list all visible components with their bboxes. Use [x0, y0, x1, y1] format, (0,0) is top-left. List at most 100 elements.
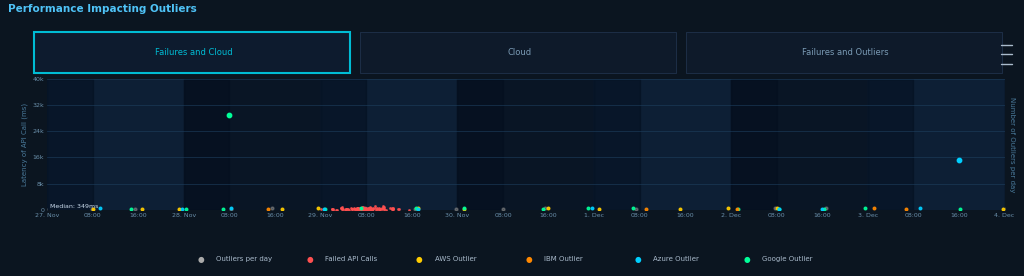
Point — [817, 206, 834, 210]
Point — [628, 206, 644, 211]
Point — [355, 207, 372, 212]
Point — [866, 206, 883, 211]
Text: ●: ● — [198, 255, 204, 264]
Point — [342, 206, 358, 211]
Point — [376, 207, 392, 211]
Point — [353, 207, 370, 211]
Point — [222, 206, 239, 210]
Point — [371, 206, 387, 211]
Point — [364, 208, 380, 212]
Point — [354, 207, 371, 211]
Bar — [184, 79, 229, 210]
Point — [364, 207, 380, 211]
Point — [400, 208, 417, 212]
Point — [540, 206, 556, 211]
Point — [348, 207, 365, 211]
Point — [123, 207, 139, 212]
Point — [769, 206, 785, 210]
Point — [720, 206, 736, 211]
Bar — [686, 32, 1002, 73]
Point — [362, 207, 379, 211]
Point — [352, 206, 369, 211]
Point — [328, 208, 344, 212]
Point — [352, 205, 369, 210]
Point — [349, 207, 366, 211]
Bar — [867, 79, 913, 210]
Point — [385, 207, 401, 212]
Point — [334, 205, 350, 209]
Point — [360, 206, 377, 211]
Point — [355, 207, 372, 212]
Point — [373, 207, 389, 211]
Point — [177, 206, 194, 211]
Point — [359, 207, 376, 211]
Point — [356, 206, 373, 211]
Bar — [458, 79, 594, 210]
Point — [591, 206, 607, 211]
Point — [362, 208, 379, 212]
Text: ●: ● — [416, 255, 423, 264]
Point — [273, 207, 290, 211]
Bar — [360, 32, 676, 73]
Point — [356, 206, 373, 210]
Point — [357, 208, 374, 212]
Point — [357, 206, 374, 211]
Point — [309, 206, 326, 211]
Point — [672, 207, 688, 211]
Point — [329, 207, 345, 212]
Point — [767, 206, 783, 210]
Point — [407, 207, 423, 211]
Point — [333, 206, 349, 210]
Point — [410, 207, 426, 211]
Point — [638, 207, 654, 211]
Point — [344, 207, 360, 211]
Point — [730, 207, 746, 212]
Point — [374, 206, 390, 211]
Point — [361, 206, 378, 211]
Bar — [458, 79, 503, 210]
Point — [344, 207, 360, 211]
Point — [857, 206, 873, 211]
Point — [349, 206, 366, 211]
Point — [365, 206, 381, 210]
Point — [626, 206, 642, 211]
Point — [325, 206, 341, 211]
Point — [334, 207, 350, 211]
Point — [134, 207, 151, 212]
Point — [127, 206, 143, 211]
Point — [85, 206, 101, 211]
Point — [364, 207, 380, 212]
Point — [171, 207, 187, 211]
Point — [369, 206, 385, 211]
Point — [584, 206, 600, 211]
Point — [174, 206, 190, 211]
Bar — [731, 79, 776, 210]
Point — [368, 207, 384, 212]
Text: Outliers per day: Outliers per day — [216, 256, 272, 262]
Text: ●: ● — [634, 255, 641, 264]
Point — [351, 206, 368, 211]
Point — [357, 207, 374, 211]
Point — [898, 207, 914, 211]
Point — [364, 207, 380, 212]
Point — [911, 206, 928, 211]
Point — [384, 207, 400, 211]
Point — [339, 207, 355, 212]
Point — [338, 207, 354, 211]
Point — [351, 207, 368, 212]
Point — [361, 206, 378, 211]
Point — [390, 207, 407, 211]
Text: Cloud: Cloud — [508, 48, 531, 57]
Point — [371, 207, 387, 212]
Point — [372, 207, 388, 211]
Text: Median: 349ms: Median: 349ms — [50, 204, 98, 209]
Bar — [594, 79, 731, 210]
Point — [353, 206, 370, 211]
Point — [359, 207, 376, 212]
Text: ●: ● — [525, 255, 531, 264]
Point — [375, 204, 391, 209]
Point — [335, 207, 351, 211]
Text: ●: ● — [743, 255, 751, 264]
Point — [324, 207, 340, 211]
Point — [580, 206, 596, 210]
